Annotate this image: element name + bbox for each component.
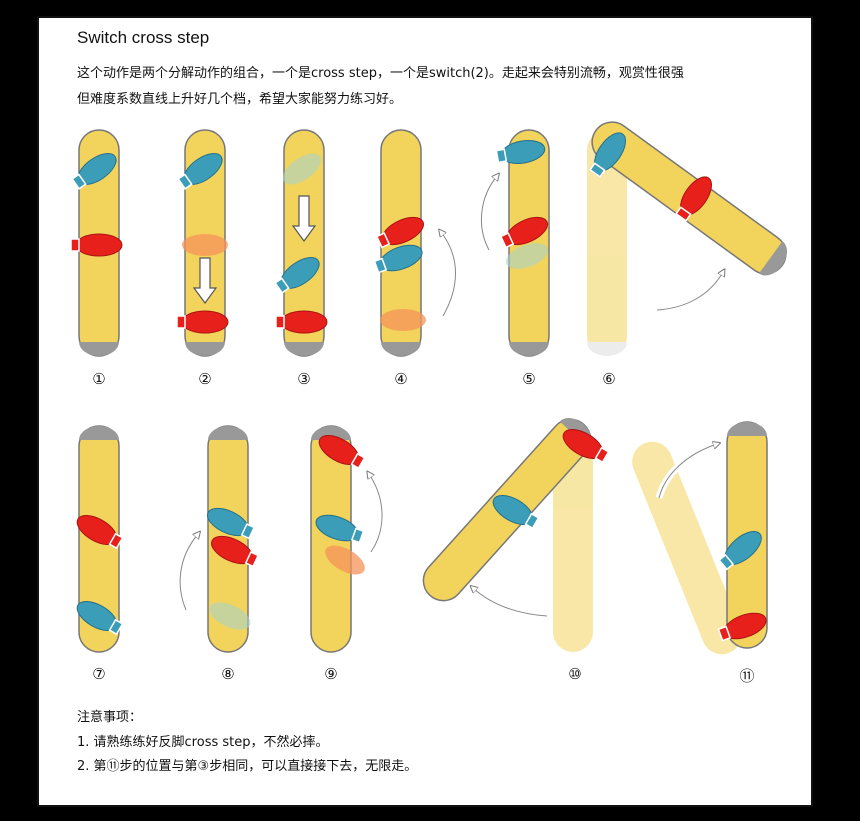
skateboard <box>508 129 550 357</box>
right-foot <box>275 310 328 334</box>
right-foot <box>211 535 260 568</box>
curved-arrow <box>473 588 548 620</box>
step-number-4: ④ <box>394 370 408 388</box>
curved-arrow <box>176 534 198 612</box>
diagram-frame: Switch cross step 这个动作是两个分解动作的组合，一个是cros… <box>37 16 813 807</box>
step-number-9: ⑨ <box>324 665 338 683</box>
step-9 <box>310 425 386 653</box>
notes-title: 注意事项： <box>77 710 143 725</box>
left-foot <box>207 507 256 540</box>
step-number-11: ⑪ <box>739 667 755 685</box>
right-foot <box>176 310 229 334</box>
step-number-6: ⑥ <box>602 370 616 388</box>
right-foot-ghost <box>182 234 228 256</box>
left-foot <box>718 531 762 571</box>
note-2: 2. 第⑪步的位置与第③步相同，可以直接接下去，无限走。 <box>77 759 418 774</box>
curved-arrow <box>656 272 727 314</box>
step-11 <box>632 421 768 655</box>
left-foot <box>315 514 365 544</box>
skateboard-ghost <box>587 130 627 356</box>
step-1 <box>70 129 123 357</box>
right-foot <box>318 434 366 470</box>
right-foot-ghost <box>325 545 365 575</box>
steps-diagram <box>70 121 788 655</box>
curved-arrow <box>366 474 386 554</box>
left-foot-ghost <box>505 243 549 269</box>
step-7 <box>76 425 124 653</box>
step-number-3: ③ <box>297 370 311 388</box>
left-foot <box>177 152 223 190</box>
right-foot <box>70 233 123 257</box>
left-foot <box>495 140 546 164</box>
skateboard <box>283 129 325 357</box>
step-8 <box>176 425 260 653</box>
right-foot <box>76 514 124 550</box>
step-number-8: ⑧ <box>221 665 235 683</box>
step-number-5: ⑤ <box>522 370 536 388</box>
right-foot-ghost <box>380 309 426 331</box>
left-foot <box>492 494 540 530</box>
step-number-7: ⑦ <box>92 665 106 683</box>
step-number-1: ① <box>92 370 106 388</box>
skateboard <box>310 425 352 653</box>
step-4 <box>373 129 459 357</box>
right-foot <box>375 216 424 249</box>
left-foot-ghost <box>209 602 251 630</box>
step-10 <box>422 418 610 652</box>
right-foot <box>562 428 610 464</box>
step-number-2: ② <box>198 370 212 388</box>
down-arrow <box>192 257 218 305</box>
step-2 <box>176 129 229 357</box>
right-foot <box>717 612 767 642</box>
left-foot <box>76 600 124 636</box>
curved-arrow <box>477 176 497 252</box>
note-1: 1. 请熟练练好反脚cross step，不然必摔。 <box>77 735 329 750</box>
page-title: Switch cross step <box>77 28 210 47</box>
right-foot <box>675 176 713 222</box>
step-6 <box>587 121 788 356</box>
step-5 <box>477 129 550 357</box>
down-arrow <box>291 195 317 243</box>
left-foot <box>274 256 320 294</box>
left-foot-ghost <box>282 153 322 185</box>
left-foot <box>71 152 117 190</box>
left-foot <box>373 244 423 274</box>
intro-line-2: 但难度系数直线上升好几个档，希望大家能努力练习好。 <box>77 92 403 107</box>
left-foot <box>589 132 627 178</box>
curved-arrow <box>655 440 717 500</box>
step-number-10: ⑩ <box>568 665 582 683</box>
step-3 <box>274 129 328 357</box>
curved-arrow <box>441 232 459 318</box>
right-foot <box>499 216 548 249</box>
intro-line-1: 这个动作是两个分解动作的组合，一个是cross step，一个是switch(2… <box>77 66 684 81</box>
